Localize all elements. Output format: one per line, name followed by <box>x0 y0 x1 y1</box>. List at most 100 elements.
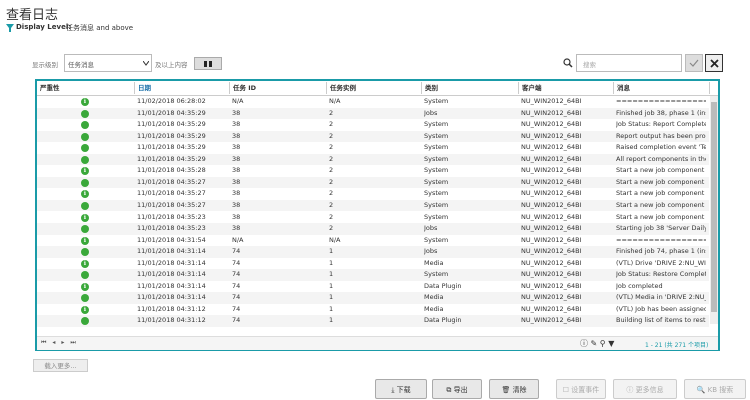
table-cell: System <box>424 131 449 140</box>
filter-label: 显示级别 <box>32 61 58 69</box>
table-cell: 38 <box>232 154 241 163</box>
load-more-button[interactable]: 载入更多... <box>33 359 88 372</box>
table-cell: System <box>424 154 449 163</box>
filter-suffix: 及以上内容 <box>155 61 188 69</box>
table-cell: NU_WIN2012_64BI <box>521 143 582 152</box>
column-header[interactable]: 消息 <box>614 82 710 94</box>
severity-icon: ℹ <box>81 259 89 268</box>
table-cell: 1 <box>329 270 334 279</box>
table-cell: NU_WIN2012_64BI <box>521 293 582 302</box>
table-cell: NU_WIN2012_64BI <box>521 212 582 221</box>
column-header[interactable]: 任务实例 <box>327 82 422 94</box>
button-icon: ⧉ <box>446 386 454 394</box>
table-cell: 2 <box>329 212 334 221</box>
level-select[interactable]: 任务消息 <box>64 54 152 72</box>
display-level-value: 任务消息 and above <box>66 24 134 32</box>
table-cell: System <box>424 212 449 221</box>
table-cell: 74 <box>232 293 241 302</box>
table-cell: 38 <box>232 131 241 140</box>
table-cell: 38 <box>232 108 241 117</box>
table-cell: 38 <box>232 224 241 233</box>
table-cell: Job Status: Report Completed <box>616 120 706 129</box>
table-cell: 2 <box>329 120 334 129</box>
table-cell: 38 <box>232 120 241 129</box>
table-cell: 11/01/2018 04:35:27 <box>137 177 206 186</box>
table-cell: 11/01/2018 04:35:23 <box>137 212 206 221</box>
table-cell: NU_WIN2012_64BI <box>521 281 582 290</box>
row-stripe <box>37 269 709 281</box>
row-stripe <box>37 107 709 120</box>
table-cell: 74 <box>232 281 241 290</box>
action-button[interactable]: ⤓ 下载 <box>375 379 427 399</box>
apply-button[interactable] <box>685 54 703 72</box>
severity-icon: ℹ <box>81 167 89 176</box>
filter-icon <box>6 24 14 32</box>
page-title: 查看日志 <box>6 8 59 23</box>
table-cell: NU_WIN2012_64BI <box>521 131 582 140</box>
table-cell: N/A <box>329 235 341 244</box>
action-button[interactable]: ⧉ 导出 <box>432 379 482 399</box>
table-cell: Data Plugin <box>424 281 462 290</box>
footer-icons[interactable]: ⓘ ✎ ⚲ ▼ <box>580 339 615 348</box>
pagination: 1 - 21 (共 271 个项目) <box>645 342 709 349</box>
pause-icon <box>204 61 212 67</box>
table-cell: Job completed <box>616 281 663 290</box>
action-button[interactable]: ☐ 设置事件 <box>556 379 606 399</box>
table-cell: NU_WIN2012_64BI <box>521 247 582 256</box>
severity-icon <box>81 144 89 153</box>
table-cell: (VTL) Job has been assigned ... <box>616 304 706 313</box>
table-cell: 1 <box>329 293 334 302</box>
action-button[interactable]: ⓘ 更多信息 <box>613 379 677 399</box>
search-input[interactable]: 搜索 <box>576 54 682 72</box>
table-cell: 2 <box>329 166 334 175</box>
action-button[interactable]: 🔍 KB 搜索 <box>684 379 746 399</box>
table-cell: 74 <box>232 316 241 325</box>
clear-search-button[interactable] <box>705 54 723 72</box>
column-header[interactable]: 任务 ID <box>230 82 327 94</box>
table-cell: Media <box>424 258 444 267</box>
table-cell: System <box>424 270 449 279</box>
table-cell: All report components in the... <box>616 154 706 163</box>
table-cell: Jobs <box>424 247 438 256</box>
scroll-thumb[interactable] <box>711 102 717 312</box>
column-header[interactable]: 类别 <box>422 82 519 94</box>
scrollbar <box>710 96 718 324</box>
table-cell: 1 <box>329 304 334 313</box>
table-cell: 2 <box>329 200 334 209</box>
table-cell: 11/01/2018 04:35:29 <box>137 120 206 129</box>
column-header[interactable]: 日期 <box>135 82 230 94</box>
severity-icon <box>81 109 89 118</box>
table-cell: 11/01/2018 04:31:12 <box>137 316 206 325</box>
pause-button[interactable] <box>194 57 222 70</box>
table-cell: 11/01/2018 04:31:54 <box>137 235 206 244</box>
table-cell: Report output has been pro... <box>616 131 706 140</box>
table-cell: 11/01/2018 04:35:27 <box>137 200 206 209</box>
table-cell: Start a new job component <box>616 177 705 186</box>
table-cell: 38 <box>232 143 241 152</box>
button-label: 更多信息 <box>635 386 664 394</box>
severity-icon <box>81 248 89 257</box>
table-cell: NU_WIN2012_64BI <box>521 270 582 279</box>
table-cell: 11/02/2018 06:28:02 <box>137 97 206 105</box>
table-cell: NU_WIN2012_64BI <box>521 189 582 198</box>
table-cell: System <box>424 177 449 186</box>
column-header[interactable]: 客户端 <box>519 82 614 94</box>
severity-icon: ℹ <box>81 98 89 106</box>
table-cell: 2 <box>329 143 334 152</box>
column-header[interactable]: 严重性 <box>37 82 135 94</box>
table-cell: 74 <box>232 304 241 313</box>
log-table <box>35 79 720 351</box>
table-cell: 11/01/2018 04:31:14 <box>137 247 206 256</box>
table-cell: 2 <box>329 177 334 186</box>
table-cell: NU_WIN2012_64BI <box>521 235 582 244</box>
row-stripe <box>37 153 709 166</box>
table-cell: 11/01/2018 04:35:29 <box>137 108 206 117</box>
table-cell: System <box>424 235 449 244</box>
action-button[interactable]: 🗑 清除 <box>489 379 539 399</box>
table-cell: System <box>424 97 449 105</box>
button-icon: 🗑 <box>501 386 513 394</box>
table-cell: Raised completion event 'Te... <box>616 143 706 152</box>
severity-icon <box>81 294 89 303</box>
pager-controls[interactable]: ⏮◂▸⏭ <box>41 339 82 346</box>
